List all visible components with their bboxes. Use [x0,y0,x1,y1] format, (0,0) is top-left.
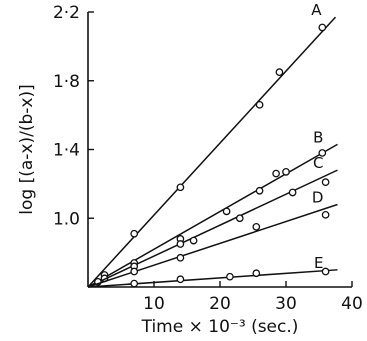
data-point [130,279,139,288]
data-point [275,68,284,77]
data-point [189,236,198,245]
data-point [252,269,261,278]
data-point [321,178,330,187]
data-point [282,167,290,176]
x-tick-label: 40 [341,294,363,314]
data-point [176,253,185,262]
data-point [130,229,139,238]
data-point [176,183,185,192]
x-axis-label: Time × 10⁻³ (sec.) [141,317,299,337]
data-point [255,186,264,195]
y-axis-label: log [(a-x)/(b-x)] [17,84,37,214]
series-b: B [87,128,338,288]
series-label: E [314,254,323,272]
data-point [318,23,327,32]
data-point [288,188,297,197]
data-point [321,267,330,276]
series-e: E [87,254,338,288]
series-line [87,203,338,288]
data-point [176,275,185,284]
y-tick-label: 1·4 [53,141,80,161]
series-line [87,16,337,288]
data-point [318,149,327,157]
x-tick-label: 30 [275,294,297,314]
x-tick-label: 10 [143,294,165,314]
data-point [321,210,330,219]
x-tick-label: 20 [209,294,231,314]
series-line [87,169,338,288]
data-point [130,267,139,276]
series-label: A [311,1,322,19]
series-d: D [87,189,338,288]
series-a: A [87,1,337,288]
data-point [272,169,280,178]
data-point [226,272,234,281]
data-point [235,214,244,223]
data-point [176,240,185,248]
axes: 10 20 30 40 1.0 1·4 1·8 2·2 [53,3,363,314]
series-layer: A BCD E [87,1,338,288]
series-line [87,269,338,288]
series-c: C [87,154,338,288]
data-point [222,207,231,216]
y-tick-label: 2·2 [53,3,80,23]
y-tick-label: 1.0 [53,209,80,229]
series-line [87,143,338,288]
data-point [252,222,261,231]
series-label: D [312,189,324,207]
series-label: B [313,128,323,146]
series-label: C [313,154,323,172]
data-point [255,100,264,109]
y-tick-label: 1·8 [53,72,80,92]
